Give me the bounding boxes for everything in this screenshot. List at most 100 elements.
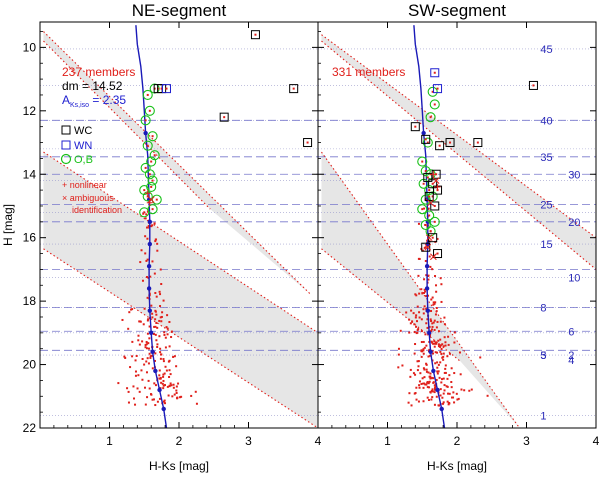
ne-ob-center bbox=[148, 109, 151, 112]
sw-wc-center bbox=[438, 144, 441, 147]
sw-member-point bbox=[416, 320, 419, 323]
sw-member-point bbox=[420, 288, 423, 291]
sw-isochrone-dot bbox=[424, 264, 430, 269]
ne-member-point bbox=[144, 344, 147, 347]
sw-ob-center bbox=[424, 224, 427, 226]
ne-member-point bbox=[147, 379, 150, 382]
sw-member-point bbox=[429, 391, 432, 394]
sw-member-point bbox=[427, 274, 430, 277]
ne-member-point bbox=[146, 319, 149, 322]
sw-member-point bbox=[418, 386, 421, 389]
sw-member-point bbox=[457, 397, 460, 400]
ne-ob-center bbox=[146, 144, 149, 147]
sw-member-point bbox=[447, 403, 450, 406]
sw-member-point bbox=[429, 372, 432, 375]
sw-member-point bbox=[429, 330, 432, 333]
sw-wc-center bbox=[431, 182, 434, 185]
sw-member-point bbox=[417, 400, 420, 403]
sw-ob-center bbox=[421, 208, 424, 211]
sw-member-point bbox=[423, 291, 426, 294]
sw-member-point bbox=[436, 372, 439, 375]
sw-member-point bbox=[442, 345, 445, 348]
ne-member-point bbox=[138, 320, 141, 323]
ne-member-point bbox=[156, 343, 159, 346]
mass-label-40: 40 bbox=[540, 115, 552, 127]
sw-member-point bbox=[433, 328, 436, 331]
legend-wn-marker bbox=[61, 140, 71, 150]
ne-member-point bbox=[158, 397, 161, 400]
sw-member-point bbox=[442, 392, 445, 395]
ne-ob-star bbox=[142, 89, 153, 101]
sw-x-tick-label: 1 bbox=[384, 434, 391, 448]
sw-member-point bbox=[486, 394, 489, 397]
sw-member-point bbox=[415, 325, 418, 328]
sw-member-point bbox=[411, 320, 414, 323]
sw-ambiguous-marker bbox=[424, 243, 432, 251]
sw-ob-center bbox=[426, 141, 429, 144]
ne-member-point bbox=[147, 342, 150, 345]
sw-isochrone-dot bbox=[431, 368, 436, 374]
ne-member-point bbox=[175, 389, 178, 392]
sw-member-point bbox=[408, 392, 411, 395]
sw-wc-star bbox=[428, 179, 438, 189]
ne-member-point bbox=[146, 296, 149, 299]
sw-wn-star bbox=[433, 84, 443, 94]
sw-member-point bbox=[412, 372, 415, 375]
sw-member-point bbox=[436, 370, 439, 373]
mass-label-8: 8 bbox=[540, 302, 546, 314]
sw-member-point bbox=[422, 349, 425, 352]
ne-member-point bbox=[147, 362, 150, 365]
ne-member-point bbox=[151, 316, 154, 319]
mass-label-4: 4 bbox=[568, 355, 574, 367]
sw-member-point bbox=[431, 322, 434, 325]
ne-member-point bbox=[154, 309, 157, 312]
sw-member-point bbox=[433, 342, 436, 345]
sw-member-point bbox=[442, 355, 445, 358]
ne-member-point bbox=[146, 357, 149, 360]
ne-member-point bbox=[159, 268, 162, 271]
sw-wc-star bbox=[528, 80, 538, 90]
sw-member-point bbox=[427, 371, 430, 374]
ne-member-point bbox=[161, 382, 164, 385]
sw-isochrone-dot bbox=[428, 349, 433, 355]
sw-member-point bbox=[463, 389, 466, 392]
sw-panel: 1 2 3 4 45 40 35 30 25 20 15 10 8 6 5 4 3 2 1 bbox=[318, 22, 600, 448]
sw-member-point bbox=[439, 338, 442, 341]
sw-member-point bbox=[443, 323, 446, 326]
ne-member-point bbox=[129, 366, 132, 369]
sw-member-point bbox=[423, 368, 426, 371]
sw-member-point bbox=[450, 381, 453, 384]
ne-member-point bbox=[166, 314, 169, 317]
sw-member-point bbox=[460, 388, 463, 391]
sw-ob-center bbox=[431, 195, 434, 198]
ne-member-point bbox=[163, 333, 166, 336]
sw-member-point bbox=[429, 265, 432, 268]
sw-member-point bbox=[418, 380, 421, 383]
ne-member-point bbox=[156, 400, 159, 403]
sw-member-point bbox=[442, 402, 445, 405]
sw-member-point bbox=[419, 372, 422, 375]
ne-member-point bbox=[153, 325, 156, 328]
ne-member-point bbox=[127, 327, 130, 330]
ne-member-point bbox=[154, 240, 157, 243]
ne-member-point bbox=[141, 340, 144, 343]
ne-member-point bbox=[145, 259, 148, 262]
ne-member-point bbox=[144, 346, 147, 349]
sw-member-point bbox=[432, 321, 435, 324]
sw-member-point bbox=[432, 303, 435, 306]
sw-member-point bbox=[428, 255, 431, 258]
sw-member-point bbox=[430, 320, 433, 323]
ne-member-point bbox=[134, 370, 137, 373]
ne-ob-center bbox=[155, 198, 158, 201]
sw-member-point bbox=[446, 355, 449, 358]
sw-member-point bbox=[416, 305, 419, 308]
ne-member-point bbox=[162, 400, 165, 403]
ne-member-point bbox=[126, 387, 129, 390]
sw-member-point bbox=[415, 314, 418, 317]
sw-member-point bbox=[430, 377, 433, 380]
sw-member-point bbox=[423, 376, 426, 379]
ne-member-point bbox=[160, 315, 163, 318]
ne-member-point bbox=[161, 311, 164, 314]
sw-frame bbox=[317, 21, 597, 429]
sw-ob-star bbox=[420, 194, 431, 205]
